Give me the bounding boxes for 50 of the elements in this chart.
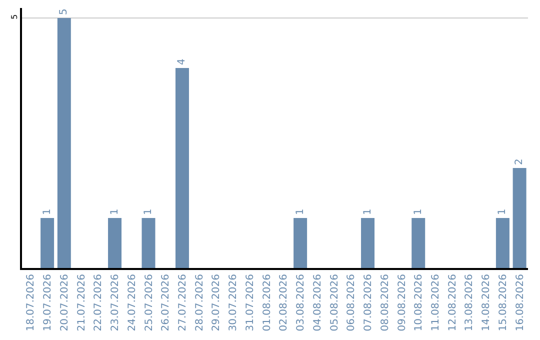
x-tick-label: 19.07.2026: [42, 274, 54, 332]
x-tick-label: 21.07.2026: [76, 274, 88, 332]
bar: [108, 218, 122, 268]
bar: [57, 18, 71, 268]
x-tick-label: 24.07.2026: [126, 274, 138, 332]
x-tick-label: 14.08.2026: [481, 274, 492, 332]
x-tick-label: 29.07.2026: [211, 274, 222, 332]
x-tick-label: 07.08.2026: [363, 274, 374, 332]
x-tick-label: 11.08.2026: [430, 274, 442, 332]
data-label: 1: [412, 208, 424, 215]
x-tick-label: 15.08.2026: [498, 274, 509, 332]
bar: [40, 218, 54, 268]
x-tick-label: 20.07.2026: [59, 274, 70, 332]
x-tick-label: 28.07.2026: [194, 274, 206, 332]
x-tick-label: 03.08.2026: [296, 274, 307, 332]
x-tick-label: 30.07.2026: [228, 274, 240, 332]
x-tick-label: 01.08.2026: [262, 274, 273, 332]
data-label: 2: [514, 158, 526, 165]
data-label: 1: [294, 208, 306, 215]
data-label: 4: [176, 58, 188, 65]
x-tick-label: 02.08.2026: [278, 274, 290, 332]
bar: [142, 218, 156, 268]
x-tick-label: 08.08.2026: [380, 274, 391, 332]
x-tick-label: 27.07.2026: [177, 274, 188, 332]
x-tick-label: 10.08.2026: [414, 274, 425, 332]
x-tick-label: 05.08.2026: [329, 274, 340, 332]
x-tick-label: 06.08.2026: [346, 274, 358, 332]
x-tick-label: 09.08.2026: [396, 274, 408, 332]
bar: [496, 218, 510, 268]
x-tick-label: 18.07.2026: [26, 274, 37, 332]
x-tick-label: 31.07.2026: [244, 274, 256, 332]
x-tick-label: 22.07.2026: [93, 274, 104, 332]
bar: [294, 218, 308, 268]
data-label: 5: [58, 8, 70, 15]
bar: [512, 168, 526, 268]
bar: [412, 218, 426, 268]
x-tick-label: 16.08.2026: [514, 274, 526, 332]
data-label: 1: [497, 208, 508, 215]
x-tick-label: 25.07.2026: [144, 274, 155, 332]
data-label: 1: [109, 208, 120, 215]
x-tick-label: 23.07.2026: [110, 274, 122, 332]
bar: [175, 68, 189, 268]
data-label: 1: [143, 208, 154, 215]
data-label: 1: [362, 208, 374, 215]
bar: [361, 218, 375, 268]
x-tick-label: 13.08.2026: [464, 274, 476, 332]
x-tick-label: 26.07.2026: [160, 274, 172, 332]
x-tick-label: 04.08.2026: [312, 274, 324, 332]
x-tick-label: 12.08.2026: [447, 274, 458, 332]
data-label: 1: [42, 208, 53, 215]
